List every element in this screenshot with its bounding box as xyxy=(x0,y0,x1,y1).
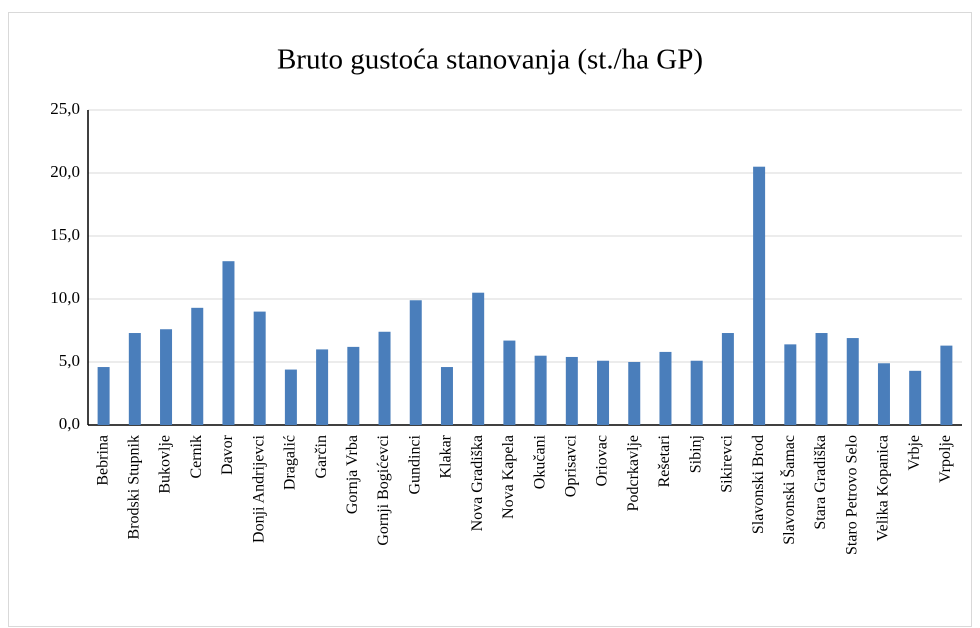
x-tick-label: Garčin xyxy=(313,435,330,479)
bar xyxy=(940,345,953,425)
x-tick-label: Vrpolje xyxy=(937,435,954,483)
x-tick-label: Slavonski Brod xyxy=(750,435,767,534)
bar xyxy=(440,367,453,425)
bar xyxy=(597,360,610,425)
x-tick-label: Gundinci xyxy=(406,434,423,494)
bar xyxy=(565,356,578,425)
bar xyxy=(659,351,672,425)
bar xyxy=(628,362,641,425)
bar xyxy=(472,292,485,425)
x-tick-label: Dragalić xyxy=(282,435,299,490)
bar xyxy=(191,307,204,425)
bar xyxy=(909,370,922,425)
bar xyxy=(128,333,141,425)
bar xyxy=(690,360,703,425)
x-tick-label: Sibinj xyxy=(687,435,704,473)
bar xyxy=(347,346,360,425)
bar xyxy=(846,338,859,425)
bar xyxy=(284,369,297,425)
x-tick-label: Gornja Vrba xyxy=(344,435,361,514)
x-tick-label: Donji Andrijevci xyxy=(250,434,267,543)
y-tick-label: 5,0 xyxy=(59,351,80,370)
x-tick-label: Velika Kopanica xyxy=(875,435,892,541)
x-tick-label: Cernik xyxy=(188,435,205,479)
x-tick-label: Rešetari xyxy=(656,434,673,487)
bar xyxy=(160,329,173,425)
bar xyxy=(784,344,797,425)
x-tick-label: Oprisavci xyxy=(562,434,579,497)
y-tick-label: 20,0 xyxy=(50,162,80,181)
x-tick-label: Podcrkavlje xyxy=(625,435,642,511)
bar xyxy=(534,355,547,425)
y-tick-label: 0,0 xyxy=(59,414,80,433)
x-tick-label: Bukovlje xyxy=(157,435,174,494)
bar xyxy=(409,300,422,425)
chart-title: Bruto gustoća stanovanja (st./ha GP) xyxy=(277,44,703,76)
bar xyxy=(503,340,516,425)
bar xyxy=(721,333,734,425)
x-tick-label: Davor xyxy=(219,434,236,475)
bar xyxy=(815,333,828,425)
bar xyxy=(316,349,329,425)
x-tick-label: Bebrina xyxy=(94,435,111,486)
bar xyxy=(97,367,110,425)
x-tick-label: Nova Kapela xyxy=(500,435,517,519)
bar xyxy=(753,166,766,425)
x-tick-label: Vrbje xyxy=(906,435,923,470)
bar xyxy=(222,261,235,425)
x-tick-label: Oriovac xyxy=(594,435,611,487)
x-tick-label: Okučani xyxy=(531,434,548,489)
chart-frame xyxy=(8,12,972,627)
bar xyxy=(378,331,391,425)
y-tick-label: 25,0 xyxy=(50,99,80,118)
x-tick-label: Slavonski Šamac xyxy=(779,435,798,545)
bar xyxy=(877,363,890,425)
x-tick-label: Nova Gradiška xyxy=(469,435,486,531)
y-tick-label: 10,0 xyxy=(50,288,80,307)
y-tick-label: 15,0 xyxy=(50,225,80,244)
x-tick-label: Staro Petrovo Selo xyxy=(843,435,860,555)
x-tick-label: Klakar xyxy=(438,434,455,478)
x-tick-label: Gornji Bogićevci xyxy=(375,434,392,545)
x-tick-label: Stara Gradiška xyxy=(812,435,829,530)
bar xyxy=(253,311,266,425)
x-tick-label: Sikirevci xyxy=(719,434,736,492)
x-tick-label: Brodski Stupnik xyxy=(125,435,142,539)
